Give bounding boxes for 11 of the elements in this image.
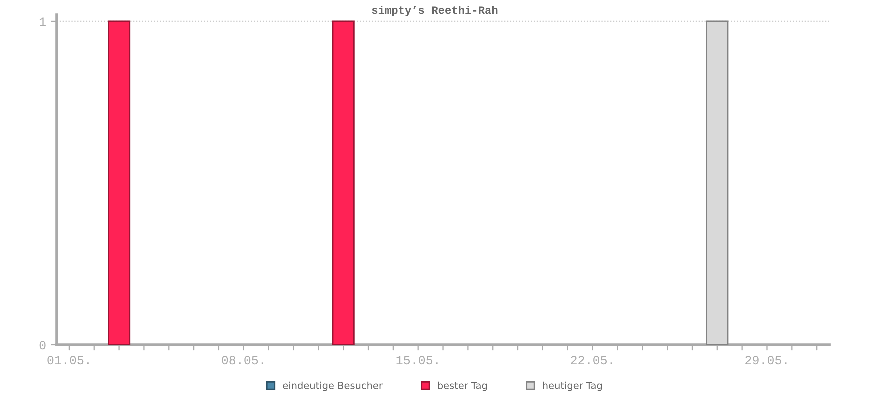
- x-tick-label: 01.05.: [48, 356, 89, 365]
- chart-title: simpty’s Reethi-Rah: [372, 6, 498, 16]
- y-tick-label: 1: [40, 18, 46, 26]
- legend-label: bester Tag: [438, 382, 488, 392]
- y-tick-label: 0: [40, 341, 46, 350]
- legend-label: heutiger Tag: [543, 382, 602, 392]
- x-tick-label: 15.05.: [396, 356, 438, 365]
- x-tick-label: 29.05.: [746, 356, 787, 365]
- legend-label: eindeutige Besucher: [283, 382, 383, 392]
- x-tick-label: 08.05.: [222, 356, 264, 365]
- x-tick-label: 22.05.: [571, 356, 612, 365]
